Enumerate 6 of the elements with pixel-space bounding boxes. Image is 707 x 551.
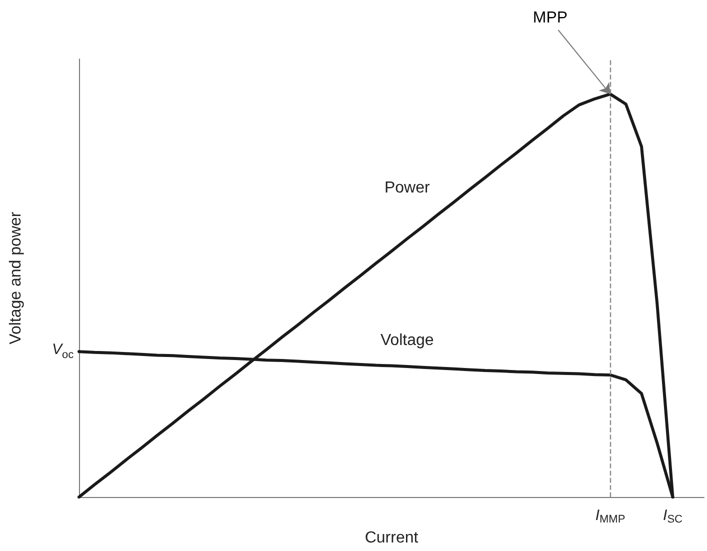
x-axis-title: Current [364, 530, 419, 546]
y-axis-title: Voltage and power [8, 211, 24, 344]
text: V$_{oc}$ [52, 341, 74, 362]
series-label: Power [384, 179, 430, 196]
series-label: Voltage [380, 332, 434, 350]
annotation: MPP [532, 10, 568, 26]
